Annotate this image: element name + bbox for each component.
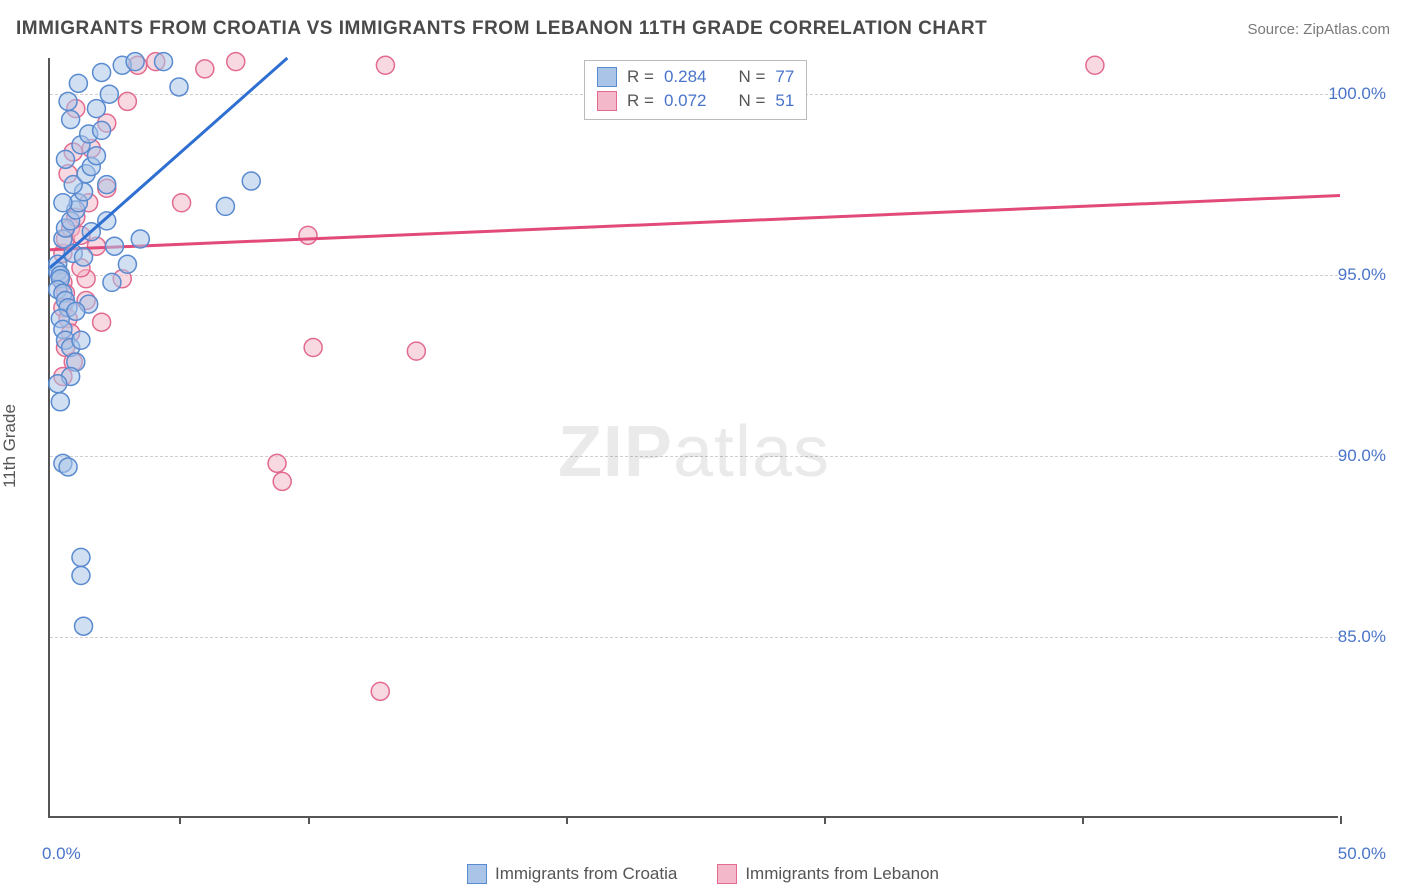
point-croatia xyxy=(49,375,67,393)
point-croatia xyxy=(59,92,77,110)
point-croatia xyxy=(54,194,72,212)
point-croatia xyxy=(131,230,149,248)
point-croatia xyxy=(103,273,121,291)
point-croatia xyxy=(93,121,111,139)
series-legend: Immigrants from Croatia Immigrants from … xyxy=(0,864,1406,884)
x-tick xyxy=(308,816,310,824)
point-croatia xyxy=(98,212,116,230)
point-croatia xyxy=(100,85,118,103)
legend-row: R =0.072N =51 xyxy=(597,89,794,113)
chart-title: IMMIGRANTS FROM CROATIA VS IMMIGRANTS FR… xyxy=(16,18,987,40)
x-tick xyxy=(566,816,568,824)
correlation-legend: R =0.284N =77R =0.072N =51 xyxy=(584,60,807,120)
point-lebanon xyxy=(273,472,291,490)
point-lebanon xyxy=(304,339,322,357)
swatch-icon xyxy=(717,864,737,884)
y-tick-label: 85.0% xyxy=(1338,627,1386,647)
point-croatia xyxy=(155,53,173,71)
y-tick-label: 100.0% xyxy=(1328,84,1386,104)
source-label: Source: ZipAtlas.com xyxy=(1247,21,1390,38)
point-croatia xyxy=(51,393,69,411)
point-lebanon xyxy=(1086,56,1104,74)
point-croatia xyxy=(216,197,234,215)
x-tick xyxy=(1082,816,1084,824)
point-croatia xyxy=(98,176,116,194)
point-croatia xyxy=(118,255,136,273)
point-lebanon xyxy=(407,342,425,360)
header: IMMIGRANTS FROM CROATIA VS IMMIGRANTS FR… xyxy=(16,18,1390,40)
point-croatia xyxy=(72,331,90,349)
swatch-icon xyxy=(597,91,617,111)
legend-label: Immigrants from Lebanon xyxy=(745,864,939,884)
point-lebanon xyxy=(268,454,286,472)
point-croatia xyxy=(242,172,260,190)
y-axis-label: 11th Grade xyxy=(0,404,20,488)
swatch-icon xyxy=(467,864,487,884)
point-croatia xyxy=(67,302,85,320)
legend-row: R =0.284N =77 xyxy=(597,65,794,89)
point-croatia xyxy=(126,53,144,71)
point-croatia xyxy=(62,111,80,129)
point-lebanon xyxy=(376,56,394,74)
point-croatia xyxy=(106,237,124,255)
point-lebanon xyxy=(93,313,111,331)
x-tick-label-0: 0.0% xyxy=(42,844,81,864)
point-lebanon xyxy=(196,60,214,78)
y-tick-label: 95.0% xyxy=(1338,265,1386,285)
point-croatia xyxy=(93,63,111,81)
swatch-icon xyxy=(597,67,617,87)
x-tick xyxy=(1340,816,1342,824)
point-lebanon xyxy=(299,226,317,244)
point-lebanon xyxy=(371,682,389,700)
point-croatia xyxy=(59,458,77,476)
plot-area: ZIPatlas R =0.284N =77R =0.072N =51 xyxy=(48,58,1338,818)
point-croatia xyxy=(56,150,74,168)
point-croatia xyxy=(72,567,90,585)
point-croatia xyxy=(170,78,188,96)
point-croatia xyxy=(75,248,93,266)
point-lebanon xyxy=(118,92,136,110)
point-croatia xyxy=(87,100,105,118)
y-tick-label: 90.0% xyxy=(1338,446,1386,466)
scatter-svg xyxy=(50,58,1338,816)
point-croatia xyxy=(72,548,90,566)
trendline-lebanon xyxy=(50,196,1340,250)
x-tick-label-50: 50.0% xyxy=(1338,844,1386,864)
x-tick xyxy=(179,816,181,824)
point-lebanon xyxy=(227,53,245,71)
point-croatia xyxy=(69,74,87,92)
x-tick xyxy=(824,816,826,824)
legend-label: Immigrants from Croatia xyxy=(495,864,677,884)
legend-item-lebanon: Immigrants from Lebanon xyxy=(717,864,939,884)
point-croatia xyxy=(87,147,105,165)
point-lebanon xyxy=(173,194,191,212)
legend-item-croatia: Immigrants from Croatia xyxy=(467,864,677,884)
point-croatia xyxy=(75,617,93,635)
